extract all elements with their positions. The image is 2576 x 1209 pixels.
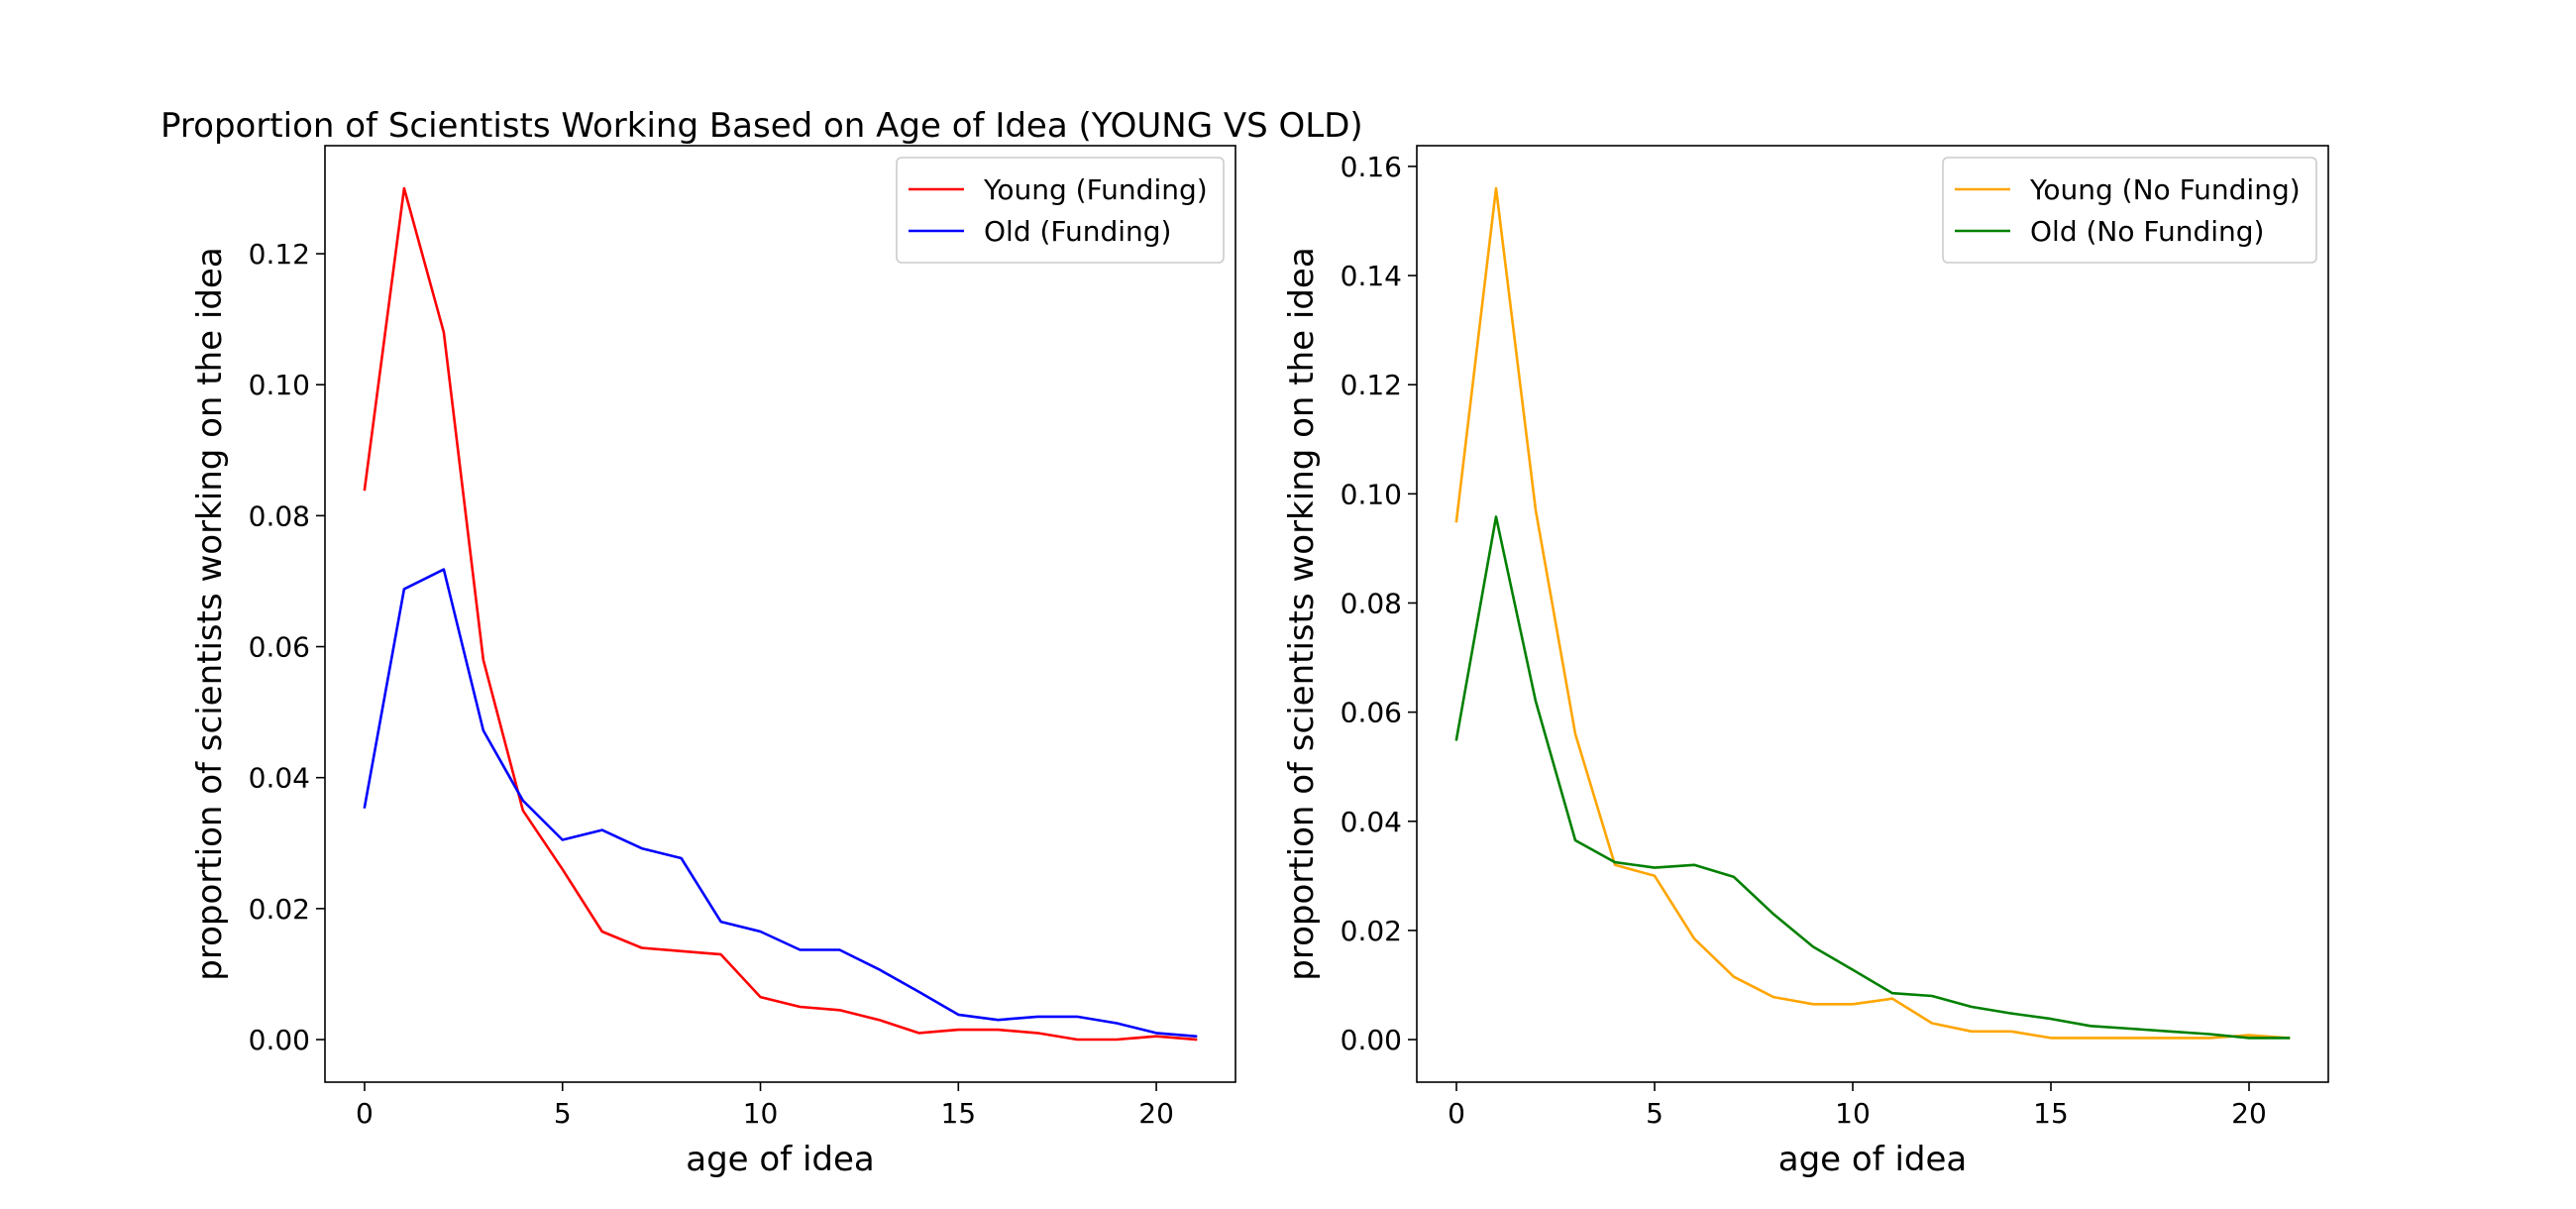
y-tick-label: 0.10	[249, 369, 310, 401]
axes-frame	[1416, 145, 2329, 1083]
y-tick-label: 0.00	[1341, 1024, 1402, 1056]
x-axis-label: age of idea	[1778, 1140, 1968, 1179]
y-axis-label: proportion of scientists working on the …	[1282, 247, 1322, 980]
y-tick-label: 0.14	[1341, 260, 1402, 292]
y-tick-label: 0.10	[1341, 478, 1402, 510]
y-tick-label: 0.06	[249, 631, 310, 664]
legend: Young (No Funding) Old (No Funding)	[1942, 157, 2317, 264]
legend-label: Old (No Funding)	[2030, 215, 2264, 248]
x-tick-label: 15	[2033, 1097, 2069, 1130]
chart-left-funding: 0 5 10 15 20 0.00 0.02 0.04 0.06 0.08 0.10 0.12 age …	[190, 145, 1236, 1179]
legend-box	[1942, 157, 2317, 264]
series-line-young	[363, 186, 1198, 1042]
legend-label: Young (No Funding)	[2029, 173, 2301, 206]
figure-title: Proportion of Scientists Working Based o…	[161, 106, 1363, 146]
legend-label: Old (Funding)	[984, 215, 1171, 248]
plot-area	[363, 186, 1198, 1042]
y-tick-label: 0.04	[1341, 806, 1402, 838]
series-line-old	[363, 568, 1198, 1039]
x-tick-label: 20	[1138, 1097, 1174, 1130]
y-tick-label: 0.16	[1341, 151, 1402, 183]
chart-right-no-funding: 0 5 10 15 20 0.00 0.02 0.04 0.06 0.08 0.10 0.12 0.14…	[1282, 145, 2329, 1179]
x-tick-label: 5	[1646, 1097, 1664, 1130]
y-tick-label: 0.04	[249, 762, 310, 795]
y-tick-label: 0.02	[249, 893, 310, 926]
x-tick-label: 5	[554, 1097, 572, 1130]
series-line-young	[1454, 186, 2291, 1040]
y-tick-label: 0.12	[1341, 369, 1402, 401]
x-tick-label: 10	[743, 1097, 779, 1130]
x-tick-label: 15	[940, 1097, 976, 1130]
y-tick-label: 0.08	[1341, 587, 1402, 619]
y-tick-label: 0.02	[1341, 915, 1402, 947]
y-tick-label: 0.00	[249, 1024, 310, 1056]
y-tick-label: 0.12	[249, 238, 310, 271]
x-tick-label: 20	[2231, 1097, 2267, 1130]
x-axis-label: age of idea	[686, 1140, 875, 1179]
y-axis-label: proportion of scientists working on the …	[190, 247, 230, 980]
x-tick-label: 10	[1835, 1097, 1871, 1130]
y-tick-label: 0.06	[1341, 697, 1402, 729]
plot-area	[1454, 186, 2291, 1040]
x-tick-label: 0	[356, 1097, 374, 1130]
series-line-old	[1454, 515, 2291, 1040]
y-tick-label: 0.08	[249, 499, 310, 532]
legend-box	[896, 157, 1225, 264]
legend: Young (Funding) Old (Funding)	[896, 157, 1225, 264]
legend-label: Young (Funding)	[983, 173, 1208, 206]
axes-frame	[324, 145, 1236, 1083]
x-tick-label: 0	[1448, 1097, 1465, 1130]
